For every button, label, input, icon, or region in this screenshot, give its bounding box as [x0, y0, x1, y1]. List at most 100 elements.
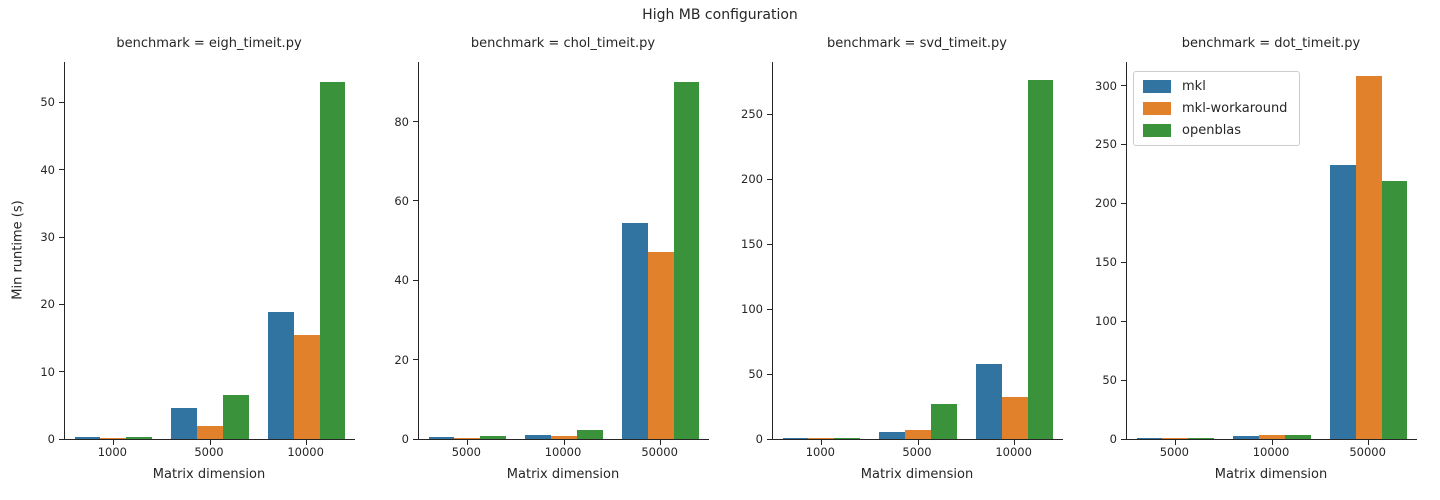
y-tick-mark [413, 200, 418, 202]
facet-dot: benchmark = dot_timeit.py 0 50 100 150 200 25… [1095, 36, 1417, 482]
y-tick-label: 100 [741, 302, 763, 316]
y-tick-label: 20 [40, 297, 55, 312]
x-tick-label: 10000 [1252, 445, 1290, 459]
y-tick-label: 60 [394, 193, 409, 208]
facet-title: benchmark = svd_timeit.py [827, 36, 1007, 51]
bar-mkl [525, 435, 552, 439]
bar-openblas [576, 430, 603, 439]
y-tick-label: 100 [1095, 314, 1117, 329]
bar-mkl-workaround [454, 437, 481, 439]
y-tick-label: 80 [394, 114, 409, 129]
y-tick-mark [767, 178, 772, 180]
y-tick-mark [59, 236, 64, 238]
x-tick-label: 5000 [194, 445, 224, 459]
x-tick-label: 50000 [641, 445, 678, 459]
y-tick-mark [1121, 379, 1126, 381]
y-axis-label: Min runtime (s) [10, 200, 26, 300]
y-tick-mark [59, 438, 64, 440]
bar-mkl [879, 431, 906, 439]
bar-openblas [834, 437, 860, 439]
y-tick-mark [767, 308, 772, 310]
legend-label: openblas [1182, 123, 1242, 138]
x-tick-mark [563, 440, 565, 445]
y-tick-mark [59, 303, 64, 305]
x-tick-label: 5000 [1159, 445, 1189, 459]
x-axis-label: Matrix dimension [506, 467, 620, 482]
y-tick-mark [1121, 261, 1126, 263]
x-tick-mark [1368, 440, 1370, 445]
x-tick-label: 5000 [902, 445, 932, 459]
facet-title: benchmark = dot_timeit.py [1181, 36, 1361, 51]
y-tick-label: 40 [394, 273, 409, 288]
bar-openblas [222, 395, 249, 439]
bar-mkl [976, 363, 1002, 439]
x-tick-label: 10000 [287, 445, 324, 459]
legend-swatch-icon [1143, 124, 1171, 137]
x-tick-mark [1271, 440, 1273, 445]
y-tick-mark [767, 438, 772, 440]
bar-mkl-workaround [808, 438, 835, 439]
x-axis-label: Matrix dimension [860, 467, 974, 482]
x-tick-mark [917, 440, 919, 445]
bar-mkl-workaround [293, 335, 320, 439]
bar-mkl-workaround [1001, 397, 1028, 439]
x-tick-label: 5000 [451, 445, 481, 459]
legend-swatch-icon [1143, 102, 1171, 115]
x-tick-mark [209, 440, 211, 445]
x-axis-label: Matrix dimension [1214, 467, 1328, 482]
legend: mkl mkl-workaround openblas [1133, 71, 1301, 146]
bar-mkl-workaround [905, 430, 931, 439]
y-tick-label: 200 [1095, 196, 1117, 211]
y-tick-label: 0 [47, 432, 55, 446]
plot-area: 0 10 20 30 40 50 [40, 62, 355, 446]
x-tick-mark [466, 440, 468, 445]
legend-swatch-icon [1143, 80, 1171, 93]
y-tick-mark [1121, 202, 1126, 204]
bar-openblas [126, 436, 152, 439]
y-tick-mark [767, 243, 772, 245]
x-tick-mark [660, 440, 662, 445]
bar-mkl [171, 408, 198, 439]
y-tick-label: 0 [755, 432, 763, 446]
y-tick-mark [59, 371, 64, 373]
x-tick-mark [820, 440, 822, 445]
y-tick-label: 50 [748, 367, 763, 381]
y-tick-label: 10 [40, 364, 55, 379]
bar-mkl [622, 222, 648, 439]
y-tick-mark [767, 373, 772, 375]
facet-eigh: benchmark = eigh_timeit.py 0 10 20 30 40 50 M… [11, 36, 355, 482]
x-tick-mark [306, 440, 308, 445]
y-tick-label: 200 [741, 172, 763, 186]
bar-mkl [1136, 438, 1163, 439]
legend-label: mkl-workaround [1182, 101, 1288, 116]
bar-openblas [319, 82, 346, 439]
y-tick-label: 20 [394, 352, 409, 367]
legend-label: mkl [1182, 79, 1206, 94]
y-tick-label: 0 [1109, 432, 1117, 446]
y-tick-mark [413, 121, 418, 123]
bar-mkl-workaround [647, 252, 674, 439]
legend-item: mkl-workaround [1143, 101, 1287, 116]
plot-area: 0 50 100 150 200 250 [741, 62, 1063, 446]
x-tick-mark [112, 440, 114, 445]
y-tick-mark [413, 279, 418, 281]
bar-mkl [268, 312, 294, 439]
chart-title: High MB configuration [642, 7, 798, 23]
bar-mkl-workaround [197, 426, 223, 439]
x-tick-label: 50000 [1349, 445, 1386, 459]
y-tick-mark [59, 101, 64, 103]
bar-mkl [74, 436, 101, 439]
bar-openblas [1284, 435, 1311, 439]
bar-mkl-workaround [1355, 76, 1382, 439]
y-tick-mark [1121, 85, 1126, 87]
y-tick-label: 0 [401, 432, 409, 446]
y-tick-mark [1121, 320, 1126, 322]
facet-title: benchmark = eigh_timeit.py [116, 36, 302, 51]
bar-openblas [1381, 181, 1408, 439]
bar-mkl-workaround [1162, 437, 1189, 439]
x-axis-label: Matrix dimension [152, 467, 266, 482]
x-tick-mark [1014, 440, 1016, 445]
bar-mkl-workaround [1259, 435, 1285, 439]
bar-mkl-workaround [100, 438, 127, 439]
